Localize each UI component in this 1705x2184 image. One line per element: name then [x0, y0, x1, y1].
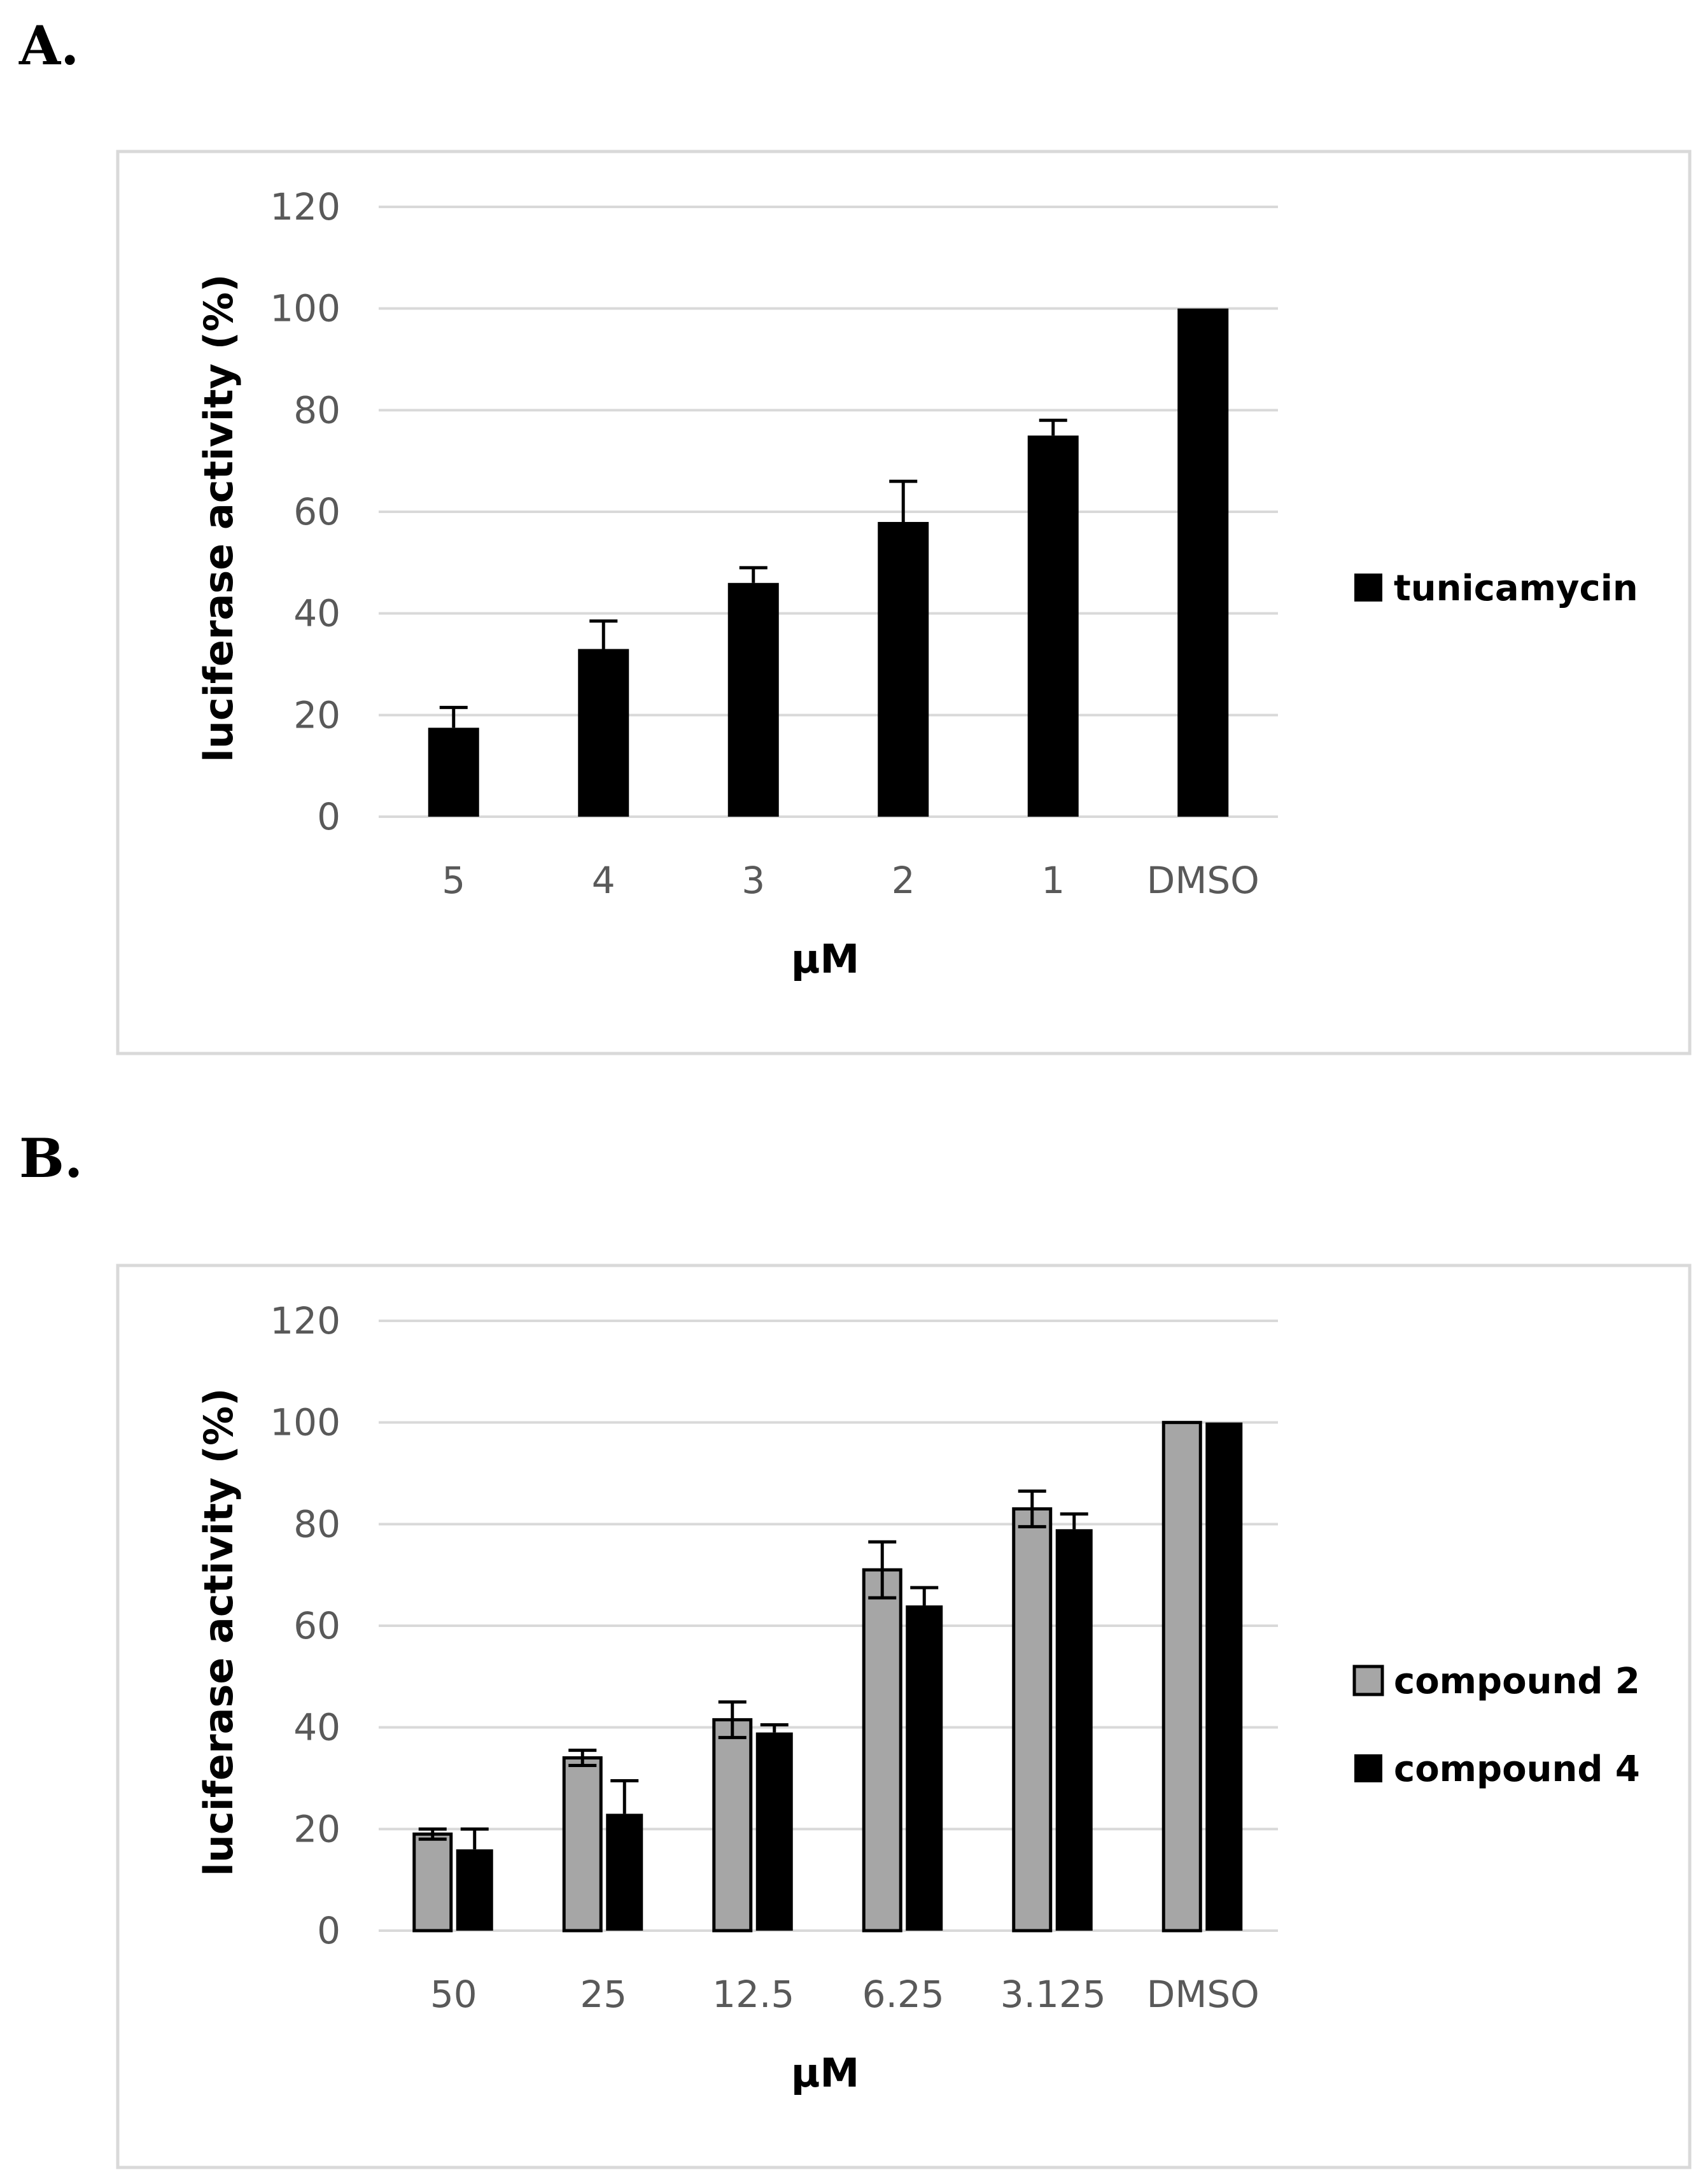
legend-swatch-compound-4: [1354, 1754, 1382, 1782]
y-tick-label: 100: [270, 287, 340, 330]
bar-compound-4-3.125: [1055, 1529, 1093, 1931]
legend-swatch-tunicamycin: [1354, 574, 1382, 602]
bar-compound-2-12.5: [712, 1718, 753, 1933]
y-tick-label: 100: [270, 1401, 340, 1444]
y-tick-label: 40: [293, 592, 340, 635]
y-tick-label: 40: [293, 1706, 340, 1749]
error-bar: [589, 619, 618, 649]
error-bar: [868, 1540, 897, 1600]
bar-compound-2-50: [412, 1832, 453, 1933]
bar-compound-4-DMSO: [1205, 1422, 1243, 1931]
bar-tunicamycin-3: [727, 582, 779, 817]
legend-label: tunicamycin: [1394, 568, 1638, 609]
x-tick-label: DMSO: [1147, 1973, 1259, 2016]
x-tick-label: 25: [580, 1973, 627, 2016]
x-tick-label: 3.125: [1000, 1973, 1106, 2016]
bar-tunicamycin-DMSO: [1177, 308, 1229, 817]
bar-compound-4-50: [456, 1849, 493, 1931]
x-tick-label: 12.5: [712, 1973, 794, 2016]
y-tick-label: 120: [270, 185, 340, 229]
x-tick-label: 6.25: [862, 1973, 944, 2016]
error-bar: [1018, 1489, 1046, 1528]
x-tick-label: 1: [1041, 859, 1065, 902]
error-bar: [460, 1827, 489, 1850]
y-axis-title: luciferase activity (%): [195, 274, 242, 763]
bar-tunicamycin-4: [578, 649, 629, 817]
error-bar: [760, 1723, 789, 1733]
chart-b-compounds: 0 20 40 60 80 100 120 50 25 12.5 6.25 3.125 DMSO μM lu…: [116, 1264, 1692, 2169]
error-bar: [718, 1700, 747, 1740]
y-tick-label: 80: [293, 388, 340, 432]
legend-label: compound 4: [1394, 1749, 1640, 1790]
y-axis-title: luciferase activity (%): [195, 1388, 242, 1877]
bar-compound-2-DMSO: [1161, 1421, 1202, 1933]
x-tick-label: 50: [430, 1973, 477, 2016]
y-tick-label: 60: [293, 1604, 340, 1647]
error-bar: [439, 705, 468, 728]
error-bar: [418, 1827, 447, 1841]
bar-compound-2-6.25: [862, 1568, 902, 1933]
y-tick-label: 0: [317, 1909, 340, 1952]
panel-b-label: B.: [19, 1127, 83, 1190]
bar-tunicamycin-2: [878, 521, 929, 817]
y-tick-label: 60: [293, 490, 340, 533]
y-tick-label: 80: [293, 1502, 340, 1546]
legend-swatch-compound-2: [1352, 1665, 1384, 1696]
legend-label: compound 2: [1394, 1661, 1640, 1702]
bar-compound-2-3.125: [1012, 1507, 1053, 1933]
y-tick-label: 20: [293, 693, 340, 736]
y-tick-label: 20: [293, 1807, 340, 1850]
bar-compound-4-6.25: [906, 1605, 943, 1931]
chart-frame: [116, 1264, 1692, 2169]
y-tick-label: 120: [270, 1299, 340, 1342]
x-tick-label: 5: [442, 859, 465, 902]
error-bar: [910, 1586, 939, 1606]
panel-a-label: A.: [19, 14, 80, 77]
error-bar: [610, 1779, 639, 1814]
x-tick-label: 4: [592, 859, 615, 902]
bar-compound-2-25: [562, 1756, 603, 1933]
y-tick-label: 0: [317, 795, 340, 838]
chart-a-tunicamycin: 0 20 40 60 80 100 120 5 4 3 2 1 DMSO μM luciferase act…: [116, 150, 1692, 1055]
error-bar: [568, 1749, 597, 1768]
bar-tunicamycin-1: [1027, 435, 1079, 817]
error-bar: [1060, 1512, 1088, 1530]
x-tick-label: 3: [741, 859, 765, 902]
x-axis-title: μM: [791, 936, 859, 982]
error-bar: [1039, 418, 1067, 436]
x-tick-label: DMSO: [1147, 859, 1259, 902]
bar-compound-4-25: [606, 1814, 643, 1931]
x-tick-label: 2: [892, 859, 915, 902]
x-axis-title: μM: [791, 2050, 859, 2096]
error-bar: [889, 479, 918, 522]
bar-compound-4-12.5: [755, 1732, 793, 1931]
error-bar: [739, 566, 768, 583]
bar-tunicamycin-5: [428, 728, 479, 817]
